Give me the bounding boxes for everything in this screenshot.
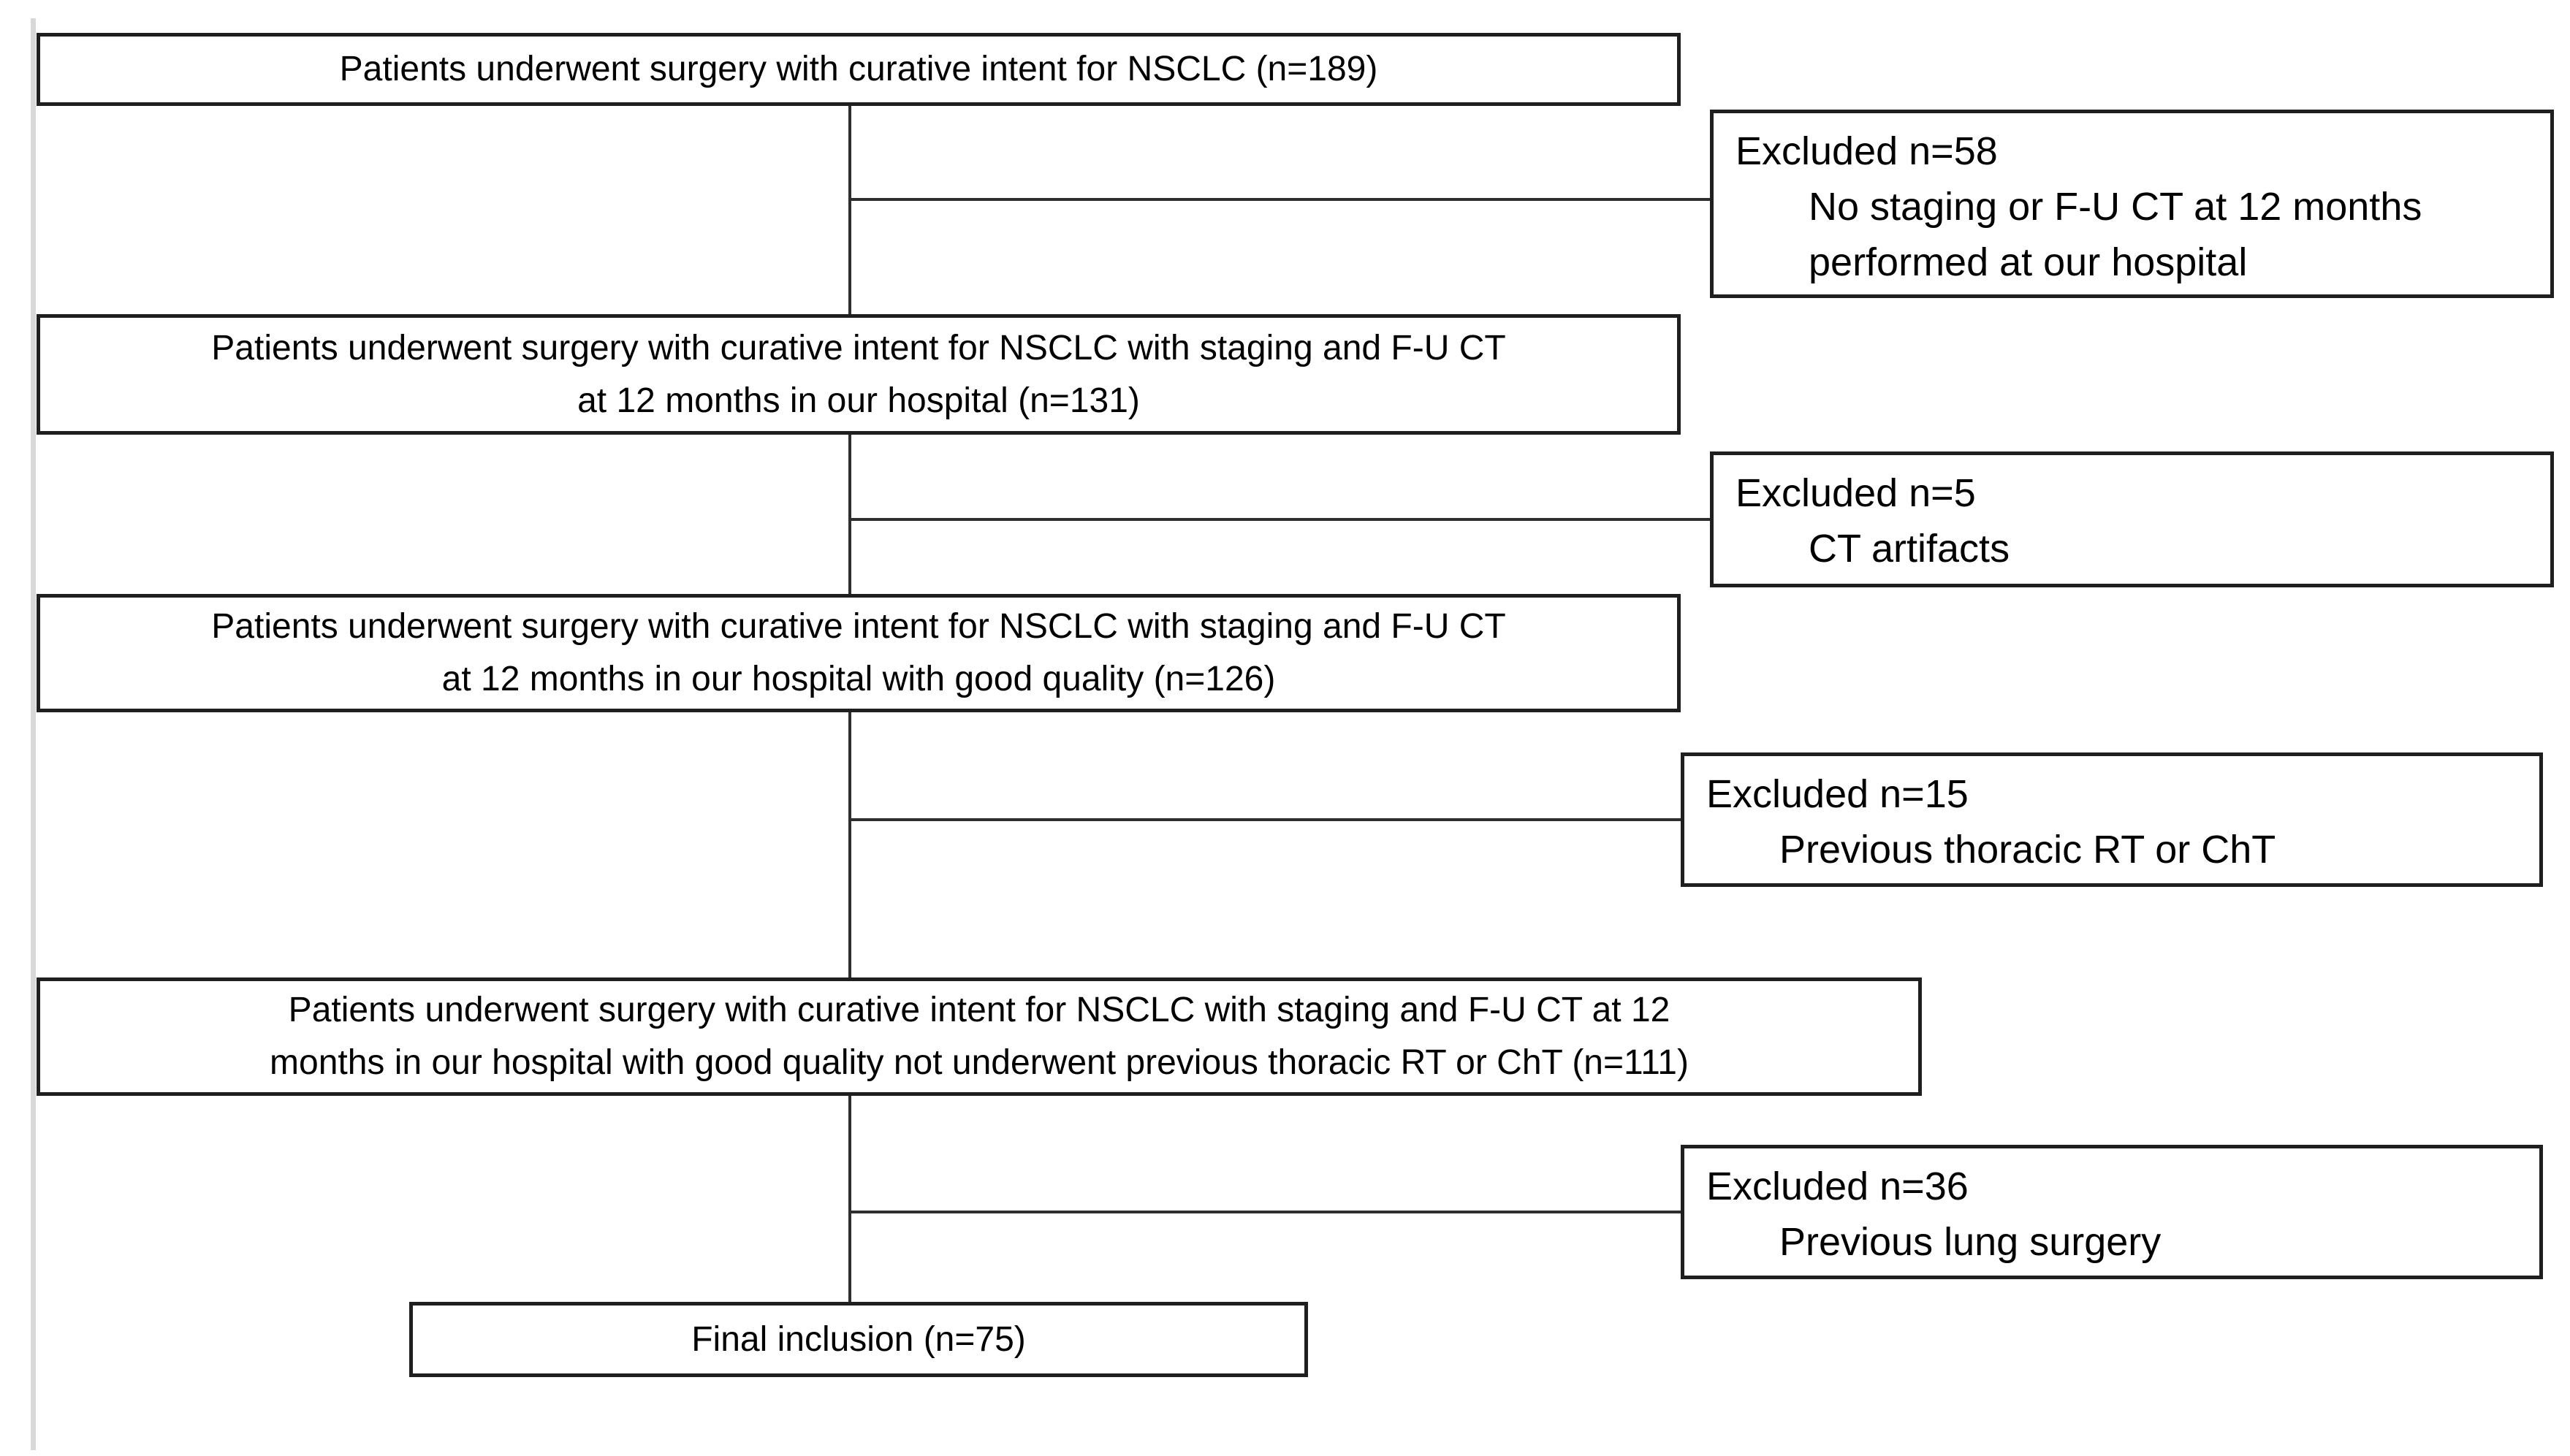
flow-box-staging-fu-ct-cohort: Patients underwent surgery with curative… (37, 314, 1681, 435)
exclusion-reason: Previous lung surgery (1779, 1220, 2162, 1264)
exclusion-box-previous-lung-surgery: Excluded n=36 Previous lung surgery (1681, 1145, 2543, 1279)
exclusion-label: Excluded n=36 (1706, 1165, 1969, 1208)
exclusion-label: Excluded n=58 (1735, 129, 1998, 173)
flow-box-text: Patients underwent surgery with curative… (211, 328, 1506, 367)
flow-box-text: Patients underwent surgery with curative… (211, 607, 1506, 646)
exclusion-reason: CT artifacts (1809, 527, 2010, 571)
exclusion-label: Excluded n=5 (1735, 471, 1976, 515)
exclusion-box-previous-rt-cht: Excluded n=15 Previous thoracic RT or Ch… (1681, 752, 2543, 887)
connector-branch-3 (848, 818, 1681, 821)
exclusion-label: Excluded n=15 (1706, 772, 1969, 816)
flow-box-good-quality-cohort: Patients underwent surgery with curative… (37, 594, 1681, 712)
connector-branch-4 (848, 1211, 1681, 1213)
left-margin-rule (31, 18, 36, 1450)
connector-branch-1 (848, 198, 1710, 201)
flow-box-text: at 12 months in our hospital with good q… (441, 660, 1276, 698)
connector-vertical-4 (848, 1094, 851, 1305)
connector-vertical-1 (848, 106, 851, 318)
exclusion-reason: performed at our hospital (1809, 240, 2248, 284)
flow-box-surgery-cohort: Patients underwent surgery with curative… (37, 33, 1681, 106)
flow-box-text: Final inclusion (n=75) (691, 1319, 1026, 1359)
connector-branch-2 (848, 518, 1710, 521)
flow-box-text: Patients underwent surgery with curative… (288, 991, 1670, 1029)
flow-box-text: at 12 months in our hospital (n=131) (577, 381, 1140, 420)
flow-box-final-inclusion: Final inclusion (n=75) (409, 1302, 1308, 1377)
exclusion-box-ct-artifacts: Excluded n=5 CT artifacts (1710, 451, 2554, 587)
exclusion-reason: No staging or F-U CT at 12 months (1809, 185, 2422, 229)
exclusion-reason: Previous thoracic RT or ChT (1779, 828, 2276, 872)
connector-vertical-2 (848, 432, 851, 597)
connector-vertical-3 (848, 710, 851, 980)
exclusion-box-no-staging-ct: Excluded n=58 No staging or F-U CT at 12… (1710, 110, 2554, 298)
flow-box-text: months in our hospital with good quality… (270, 1043, 1689, 1082)
flow-box-text: Patients underwent surgery with curative… (339, 50, 1378, 88)
flow-box-no-prior-rt-cht-cohort: Patients underwent surgery with curative… (37, 977, 1922, 1096)
